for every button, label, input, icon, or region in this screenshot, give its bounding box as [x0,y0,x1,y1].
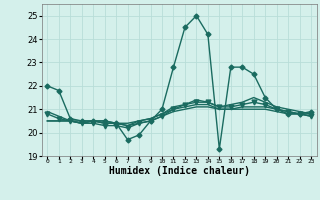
X-axis label: Humidex (Indice chaleur): Humidex (Indice chaleur) [109,166,250,176]
